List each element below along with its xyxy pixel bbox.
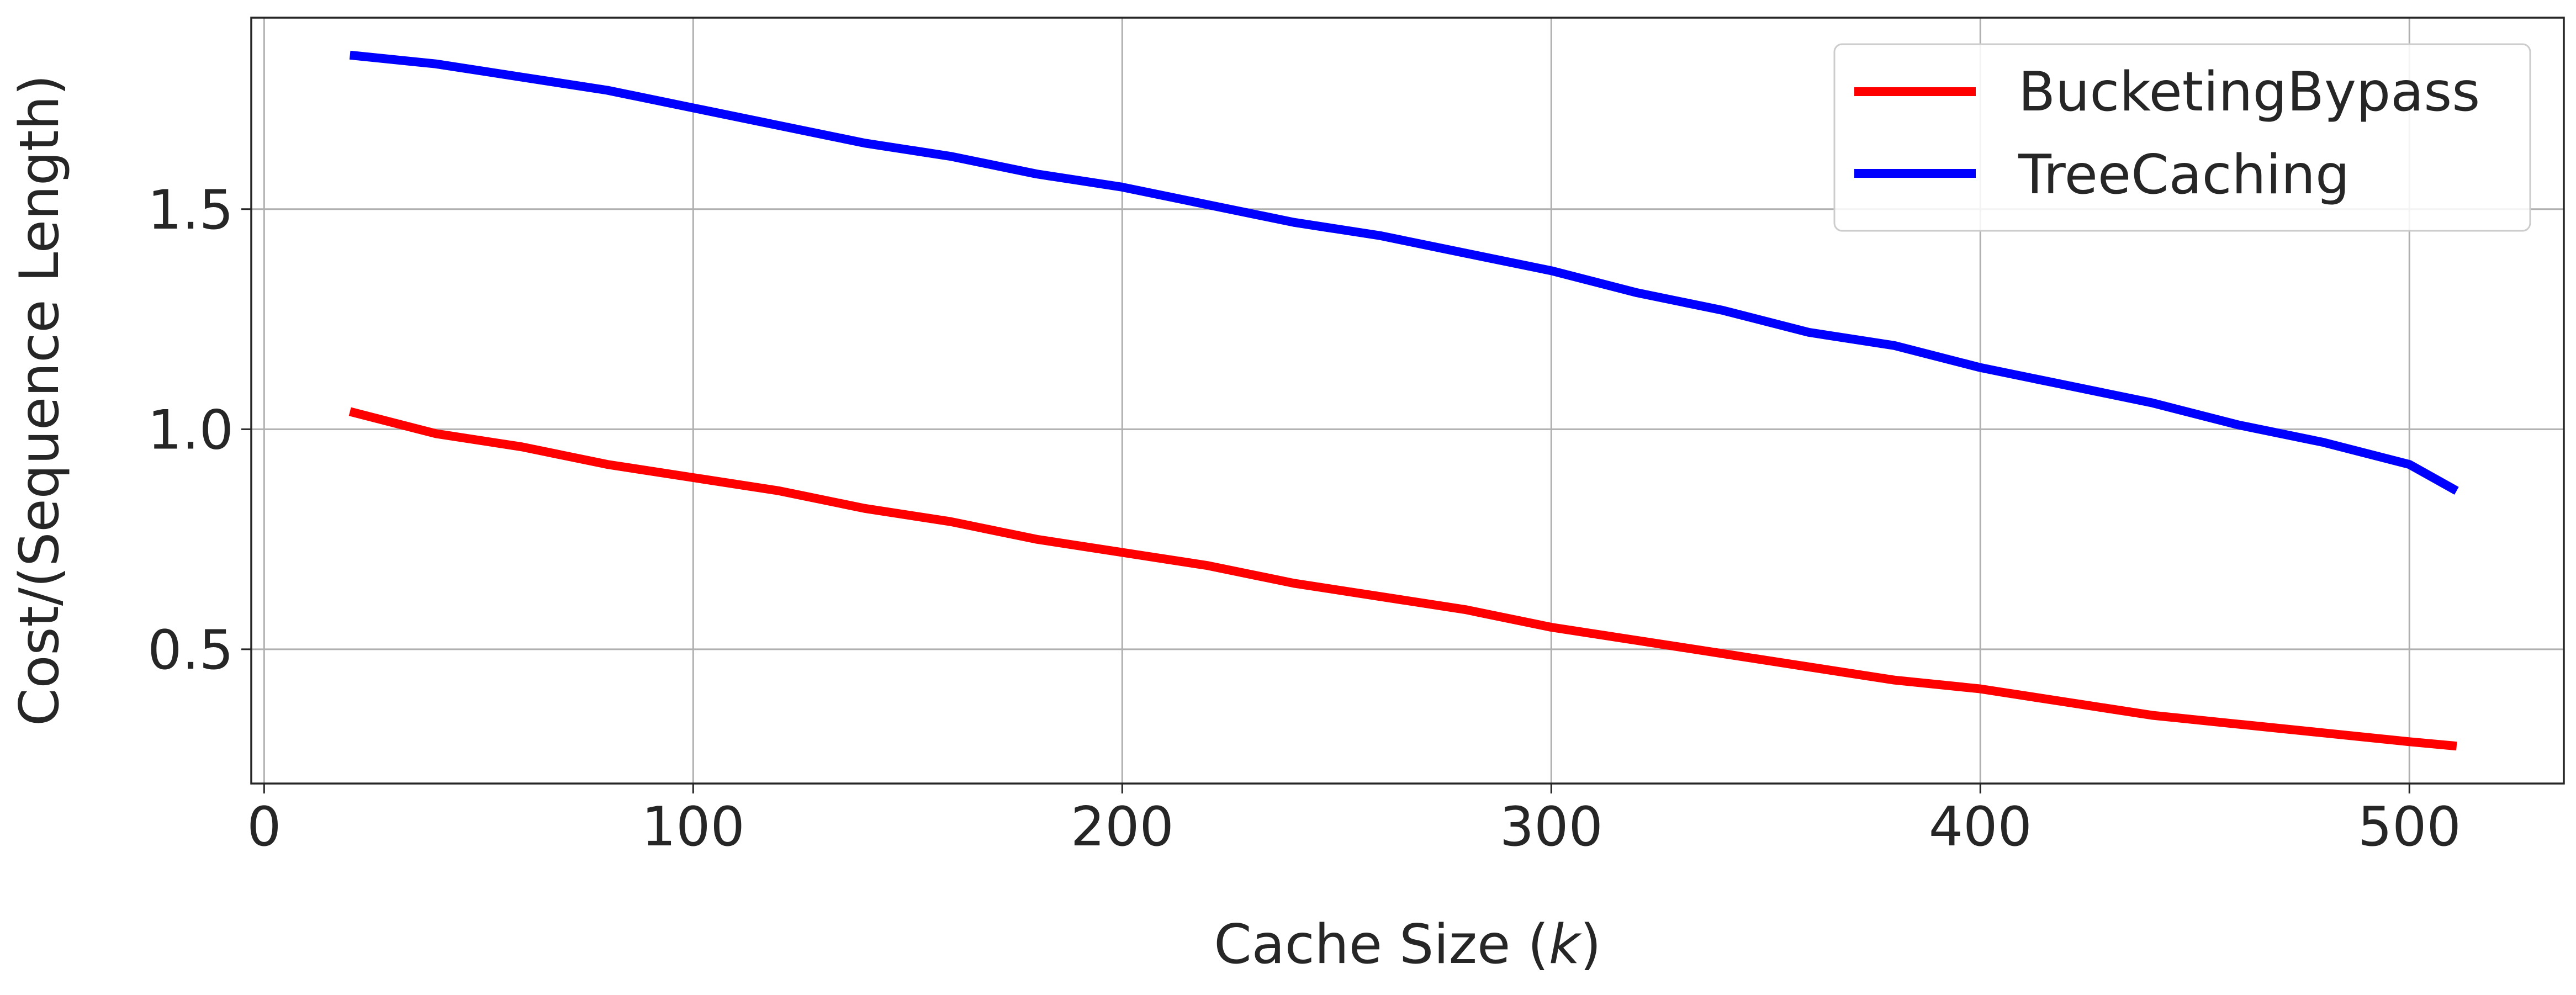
- y-tick-label: 1.5: [147, 179, 234, 242]
- series-lines: [348, 50, 2459, 751]
- legend-label-bucketingbypass: BucketingBypass: [2018, 61, 2480, 124]
- x-axis-label-open-paren: (: [1510, 913, 1548, 976]
- series-line-treecaching: [349, 50, 2459, 495]
- legend: BucketingBypass TreeCaching: [1833, 43, 2531, 232]
- x-tick-label: 0: [247, 796, 281, 859]
- plot-frame: [250, 17, 2565, 785]
- x-tick-label: 500: [2358, 796, 2461, 859]
- x-tick-label: 400: [1929, 796, 2032, 859]
- legend-box: [1833, 43, 2531, 232]
- x-tick-label: 200: [1071, 796, 1174, 859]
- x-tick-label: 300: [1500, 796, 1603, 859]
- y-axis-label: Cost/(Sequence Length): [8, 75, 71, 726]
- x-axis-label-variable: k: [1549, 913, 1582, 976]
- x-tick-label: 100: [642, 796, 745, 859]
- x-axis-label: Cache Size (k): [1214, 913, 1601, 976]
- series-line-bucketingbypass: [348, 407, 2457, 751]
- legend-label-treecaching: TreeCaching: [2018, 144, 2350, 207]
- y-tick-label: 0.5: [147, 619, 234, 682]
- x-axis-label-text: Cache Size: [1214, 913, 1510, 976]
- x-axis-label-close-paren: ): [1580, 913, 1601, 976]
- y-tick-label: 1.0: [147, 399, 234, 462]
- axis-ticks: 0 100 200 300 400 500 0.5 1.0 1.5: [147, 179, 2461, 859]
